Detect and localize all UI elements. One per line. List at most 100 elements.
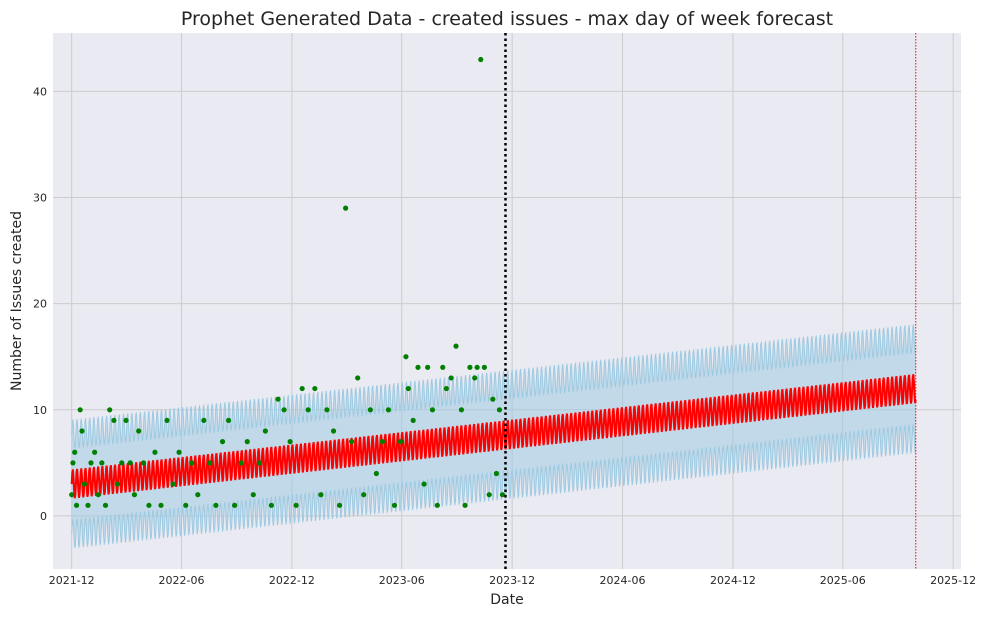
observed-point — [123, 417, 129, 424]
observed-point — [379, 439, 386, 445]
observed-point — [107, 407, 113, 413]
observed-point — [213, 502, 219, 508]
observed-point — [268, 502, 274, 508]
upper-bound-line — [71, 324, 917, 449]
observed-point — [467, 364, 473, 370]
observed-point — [256, 460, 262, 466]
x-tick-label: 2025-12 — [930, 574, 976, 587]
observed-point — [95, 492, 101, 498]
observed-point — [318, 492, 324, 498]
chart-title: Prophet Generated Data - created issues … — [181, 8, 833, 30]
x-tick-label: 2021-12 — [49, 574, 95, 587]
observed-point — [70, 460, 76, 466]
observed-point — [207, 460, 213, 466]
observed-point — [111, 417, 117, 424]
observed-point — [421, 481, 427, 487]
observed-point — [462, 502, 468, 508]
y-axis-label: Number of Issues created — [9, 211, 25, 391]
observed-point — [499, 492, 506, 498]
observed-point — [355, 375, 361, 381]
observed-point — [81, 481, 87, 487]
observed-point — [170, 481, 176, 487]
observed-point — [146, 502, 152, 508]
observed-point — [131, 492, 138, 498]
observed-point — [127, 460, 133, 466]
observed-point — [403, 354, 409, 360]
observed-point — [88, 460, 94, 466]
observed-point — [410, 417, 416, 424]
observed-point — [305, 407, 311, 413]
observed-point — [299, 385, 305, 392]
observed-point — [85, 502, 91, 508]
observed-point — [349, 439, 355, 445]
observed-point — [486, 492, 492, 498]
observed-point — [176, 449, 182, 455]
observed-point — [343, 205, 349, 211]
lower-bound-line — [71, 424, 917, 549]
observed-point — [275, 396, 281, 402]
observed-point — [481, 364, 487, 370]
observed-point — [385, 407, 392, 413]
observed-point — [262, 428, 268, 434]
observed-points — [69, 56, 506, 508]
observed-point — [183, 502, 189, 508]
observed-point — [434, 502, 440, 508]
observed-point — [238, 460, 244, 466]
observed-point — [490, 396, 496, 402]
x-tick-label: 2023-12 — [489, 574, 535, 587]
x-tick-label: 2022-06 — [159, 574, 205, 587]
observed-point — [425, 364, 431, 370]
observed-point — [496, 407, 503, 413]
observed-point — [232, 502, 238, 508]
observed-point — [281, 407, 287, 413]
reference-lines — [504, 33, 917, 569]
observed-point — [114, 481, 121, 487]
x-tick-label: 2022-12 — [269, 574, 315, 587]
observed-point — [312, 385, 318, 392]
observed-point — [152, 449, 158, 455]
observed-point — [474, 364, 480, 370]
observed-point — [287, 439, 293, 445]
observed-point — [405, 385, 411, 392]
observed-point — [72, 449, 78, 455]
y-tick-label: 30 — [33, 192, 47, 205]
observed-point — [225, 417, 232, 424]
observed-point — [99, 460, 105, 466]
x-tick-label: 2023-06 — [379, 574, 425, 587]
observed-point — [453, 343, 459, 349]
tick-labels: 2021-12 2022-06 2022-12 2023-06 2023-12 2024-… — [33, 85, 976, 587]
forecast-series — [70, 374, 917, 499]
observed-point — [330, 428, 337, 434]
observed-point — [391, 502, 398, 508]
forecast-line — [70, 374, 917, 499]
observed-point — [415, 364, 421, 370]
observed-point — [140, 460, 147, 466]
observed-point — [443, 385, 449, 392]
observed-point — [429, 407, 436, 413]
observed-point — [244, 439, 250, 445]
x-tick-label: 2025-06 — [820, 574, 866, 587]
x-axis-label: Date — [490, 592, 523, 608]
y-tick-label: 20 — [33, 298, 47, 311]
x-tick-label: 2024-12 — [710, 574, 756, 587]
y-tick-label: 10 — [33, 404, 47, 417]
observed-point — [158, 502, 164, 508]
observed-point — [201, 417, 207, 424]
observed-point — [102, 502, 109, 508]
observed-point — [189, 460, 195, 466]
observed-point — [458, 407, 465, 413]
observed-point — [367, 407, 373, 413]
observed-point — [448, 375, 454, 381]
observed-point — [136, 428, 142, 434]
observed-point — [361, 492, 367, 498]
observed-point — [250, 492, 256, 498]
observed-point — [164, 417, 170, 424]
observed-point — [219, 439, 226, 445]
observed-point — [440, 364, 446, 370]
x-tick-label: 2024-06 — [600, 574, 646, 587]
observed-point — [472, 375, 478, 381]
observed-point — [336, 502, 343, 508]
observed-point — [92, 449, 98, 455]
